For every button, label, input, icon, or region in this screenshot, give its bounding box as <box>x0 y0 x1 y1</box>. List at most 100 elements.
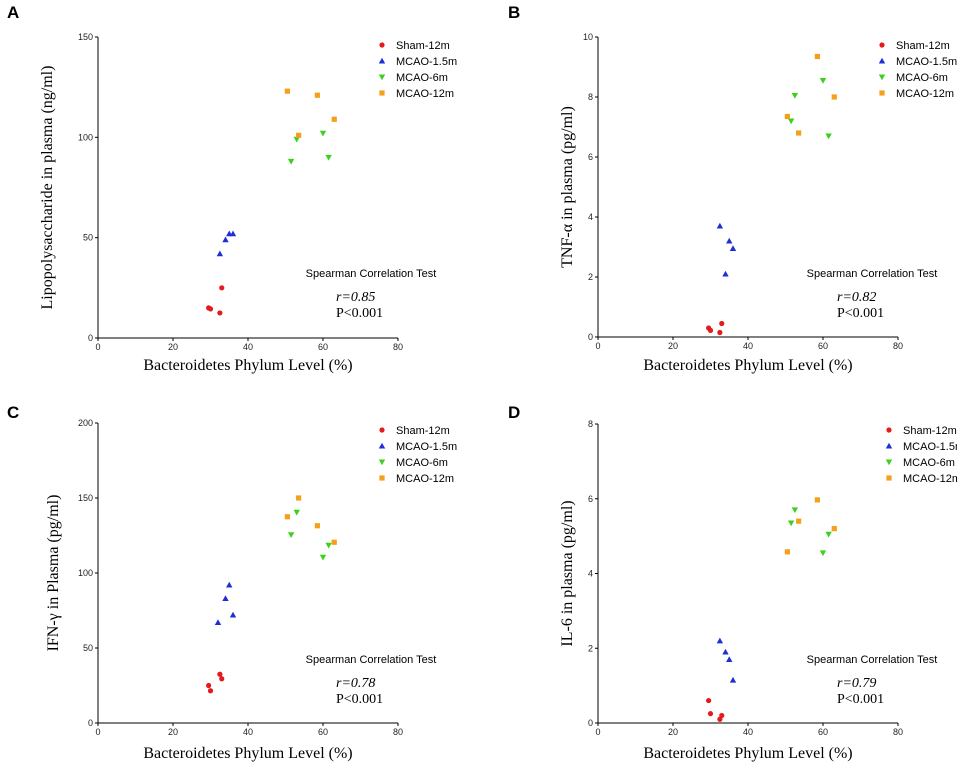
point-mcao-1-5m <box>226 581 233 588</box>
x-tick-label: 80 <box>393 342 403 352</box>
legend-label-mcao-12m: MCAO-12m <box>396 88 454 100</box>
panel-letter: D <box>508 403 520 422</box>
stat-p-value: P<0.001 <box>837 692 884 707</box>
x-tick-label: 40 <box>743 727 753 737</box>
y-tick-label: 0 <box>588 332 593 342</box>
x-tick-label: 0 <box>95 342 100 352</box>
point-sham-12m <box>219 676 225 682</box>
point-mcao-6m <box>791 507 799 514</box>
panel-letter: B <box>508 3 520 22</box>
legend-marker-sham-12m <box>379 42 385 48</box>
x-tick-label: 20 <box>668 341 678 351</box>
legend-marker-mcao-6m <box>378 74 386 81</box>
y-tick-label: 100 <box>78 132 93 142</box>
y-axis-title: TNF-α in plasma (pg/ml) <box>559 106 576 268</box>
point-mcao-12m <box>284 514 290 520</box>
point-mcao-12m <box>331 539 337 545</box>
point-sham-12m <box>219 285 225 291</box>
legend-label-mcao-1-5m: MCAO-1.5m <box>396 56 457 68</box>
point-mcao-12m <box>814 497 820 503</box>
y-tick-label: 10 <box>583 32 593 42</box>
point-mcao-1-5m <box>229 230 237 237</box>
y-tick-label: 200 <box>78 418 93 428</box>
point-mcao-6m <box>319 554 327 561</box>
legend-marker-mcao-12m <box>886 475 892 481</box>
stat-test-title: Spearman Correlation Test <box>306 654 437 666</box>
point-sham-12m <box>217 310 223 316</box>
x-tick-label: 60 <box>818 727 828 737</box>
point-mcao-1-5m <box>214 619 222 626</box>
point-mcao-1-5m <box>716 637 724 644</box>
legend-label-mcao-1-5m: MCAO-1.5m <box>896 56 957 68</box>
point-mcao-1-5m <box>722 270 729 277</box>
legend-label-mcao-6m: MCAO-6m <box>396 457 448 469</box>
x-axis-title: Bacteroidetes Phylum Level (%) <box>143 357 352 374</box>
legend-label-sham-12m: Sham-12m <box>396 40 450 52</box>
stat-p-value: P<0.001 <box>336 692 383 707</box>
point-mcao-12m <box>296 495 302 501</box>
stat-r-value: r=0.82 <box>837 290 876 305</box>
y-tick-label: 6 <box>588 494 593 504</box>
stat-test-title: Spearman Correlation Test <box>807 654 938 666</box>
point-mcao-12m <box>331 116 337 122</box>
point-mcao-6m <box>325 154 332 161</box>
y-tick-label: 50 <box>83 643 93 653</box>
point-mcao-12m <box>784 113 790 120</box>
point-mcao-1-5m <box>216 250 224 257</box>
legend-marker-sham-12m <box>886 427 892 433</box>
x-tick-label: 40 <box>243 727 253 737</box>
legend-label-sham-12m: Sham-12m <box>896 40 950 52</box>
point-mcao-6m <box>787 118 795 125</box>
legend-label-mcao-12m: MCAO-12m <box>396 473 454 485</box>
legend-marker-mcao-6m <box>378 459 386 466</box>
legend-marker-mcao-1-5m <box>378 57 386 64</box>
panel-letter: A <box>7 3 19 22</box>
stat-p-value: P<0.001 <box>336 306 383 321</box>
y-tick-label: 0 <box>88 718 93 728</box>
x-tick-label: 60 <box>318 727 328 737</box>
y-tick-label: 2 <box>588 643 593 653</box>
point-sham-12m <box>217 671 223 677</box>
stat-p-value: P<0.001 <box>837 306 884 321</box>
point-sham-12m <box>707 327 714 333</box>
x-axis-title: Bacteroidetes Phylum Level (%) <box>143 745 352 762</box>
panel-letter: C <box>7 403 19 422</box>
point-sham-12m <box>717 329 723 336</box>
y-tick-label: 0 <box>88 333 93 343</box>
y-tick-label: 6 <box>588 152 593 162</box>
legend-marker-mcao-12m <box>879 90 885 96</box>
legend-label-mcao-1-5m: MCAO-1.5m <box>903 441 957 453</box>
point-mcao-12m <box>831 526 837 532</box>
x-tick-label: 0 <box>595 341 600 351</box>
y-tick-label: 2 <box>588 272 593 282</box>
point-mcao-1-5m <box>726 237 733 244</box>
x-tick-label: 0 <box>95 727 100 737</box>
point-mcao-12m <box>796 518 802 524</box>
y-tick-label: 150 <box>78 493 93 503</box>
y-axis-title: IL-6 in plasma (pg/ml) <box>559 500 576 646</box>
legend-marker-sham-12m <box>379 427 385 433</box>
y-tick-label: 4 <box>588 212 593 222</box>
y-tick-label: 100 <box>78 568 93 578</box>
point-mcao-12m <box>314 92 320 98</box>
point-sham-12m <box>719 712 725 719</box>
point-sham-12m <box>719 320 725 327</box>
point-sham-12m <box>706 697 712 704</box>
legend-marker-mcao-1-5m <box>885 442 893 449</box>
legend-marker-mcao-6m <box>885 459 893 466</box>
legend-marker-mcao-1-5m <box>878 57 886 64</box>
point-mcao-1-5m <box>726 656 733 663</box>
point-mcao-6m <box>325 542 332 549</box>
point-mcao-1-5m <box>722 648 729 655</box>
point-mcao-6m <box>293 136 300 143</box>
panel-c: C 0 20 40 60 80 0 50 100 150 200 Bacteroidetes Phyl… <box>7 403 457 762</box>
point-mcao-12m <box>314 523 320 529</box>
legend-label-sham-12m: Sham-12m <box>903 425 957 437</box>
point-mcao-12m <box>814 53 820 60</box>
point-mcao-6m <box>787 520 795 527</box>
point-mcao-1-5m <box>229 611 237 618</box>
y-tick-label: 8 <box>588 92 593 102</box>
panel-a: A 0 20 40 60 80 0 50 100 150 Bacteroidetes Phylum … <box>7 3 457 374</box>
stat-r-value: r=0.85 <box>336 290 375 305</box>
point-mcao-6m <box>287 532 295 538</box>
